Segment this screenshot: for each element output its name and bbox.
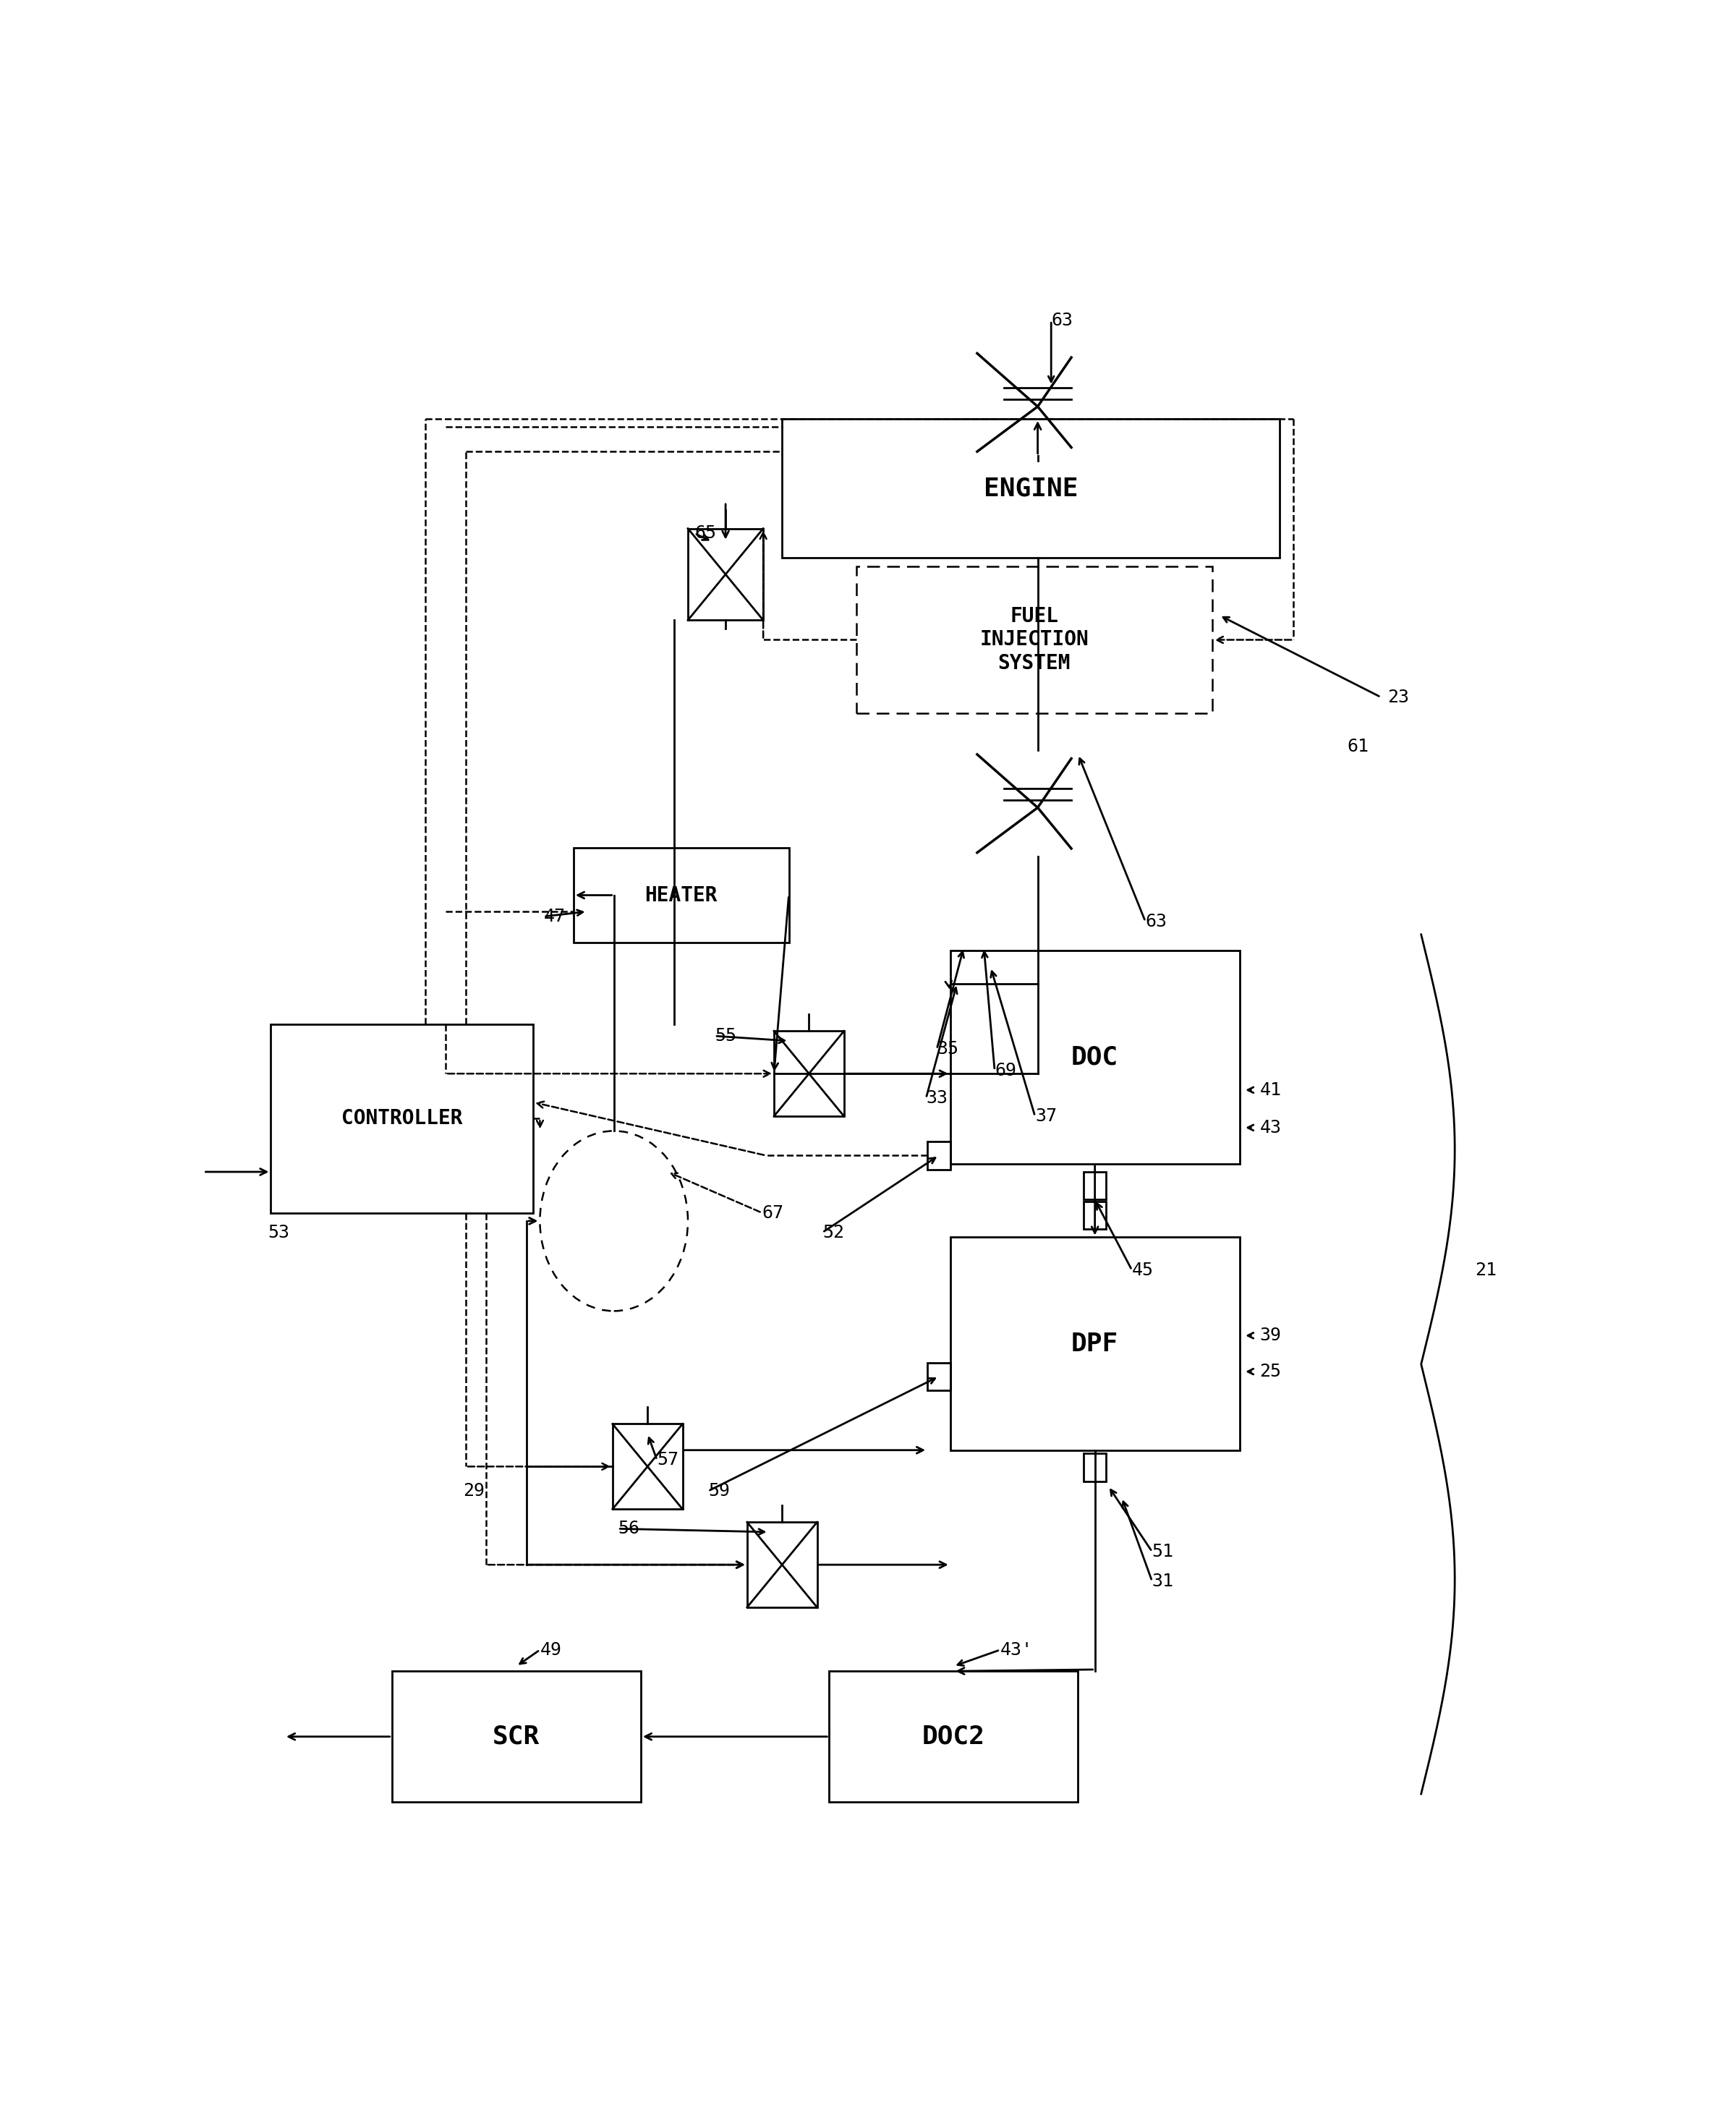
Text: 53: 53	[267, 1225, 290, 1242]
Text: 33: 33	[925, 1089, 948, 1108]
Text: DOC2: DOC2	[922, 1724, 984, 1750]
Bar	[774, 1031, 844, 1116]
Text: 47: 47	[543, 908, 566, 925]
Text: DPF: DPF	[1071, 1331, 1118, 1356]
Text: 49: 49	[540, 1641, 562, 1658]
Bar	[392, 1671, 641, 1803]
Bar	[830, 1671, 1078, 1803]
Text: 43': 43'	[1000, 1641, 1033, 1658]
Bar	[927, 1142, 950, 1169]
Text: 57: 57	[656, 1452, 679, 1469]
Text: HEATER: HEATER	[644, 884, 717, 906]
Text: 25: 25	[1260, 1363, 1281, 1380]
Text: 61: 61	[1347, 738, 1368, 755]
Bar	[746, 1522, 818, 1607]
Text: CONTROLLER: CONTROLLER	[342, 1108, 462, 1129]
Text: 56: 56	[618, 1520, 639, 1537]
Bar	[573, 848, 788, 942]
Text: 51: 51	[1153, 1543, 1174, 1560]
Text: 45: 45	[1132, 1261, 1154, 1278]
Text: 63: 63	[1052, 313, 1073, 330]
Text: SCR: SCR	[493, 1724, 540, 1750]
Bar	[687, 529, 764, 621]
Text: 43: 43	[1260, 1118, 1281, 1135]
Text: FUEL
INJECTION
SYSTEM: FUEL INJECTION SYSTEM	[979, 606, 1088, 674]
Bar	[781, 419, 1279, 557]
Text: 59: 59	[708, 1482, 729, 1499]
Text: 37: 37	[1035, 1108, 1057, 1125]
Text: ENGINE: ENGINE	[984, 476, 1078, 502]
Bar	[613, 1424, 682, 1509]
Bar	[950, 1237, 1240, 1450]
Text: 39: 39	[1260, 1327, 1281, 1344]
Text: 69: 69	[995, 1061, 1016, 1080]
Text: 21: 21	[1476, 1261, 1496, 1278]
Text: 55: 55	[715, 1027, 736, 1044]
Bar	[1083, 1171, 1106, 1199]
Bar	[271, 1025, 533, 1212]
Text: 23: 23	[1387, 689, 1410, 706]
Text: 65: 65	[694, 525, 717, 542]
Text: 52: 52	[823, 1225, 844, 1242]
Text: DOC: DOC	[1071, 1046, 1118, 1069]
Text: 67: 67	[762, 1203, 783, 1222]
Bar	[856, 566, 1213, 714]
Text: 35: 35	[937, 1040, 958, 1059]
Bar	[1083, 1201, 1106, 1229]
Bar	[927, 1363, 950, 1390]
Text: 31: 31	[1153, 1573, 1174, 1590]
Text: 41: 41	[1260, 1082, 1281, 1099]
Bar	[950, 950, 1240, 1163]
Bar	[1083, 1454, 1106, 1482]
Text: 63: 63	[1146, 912, 1167, 929]
Text: 29: 29	[464, 1482, 484, 1499]
